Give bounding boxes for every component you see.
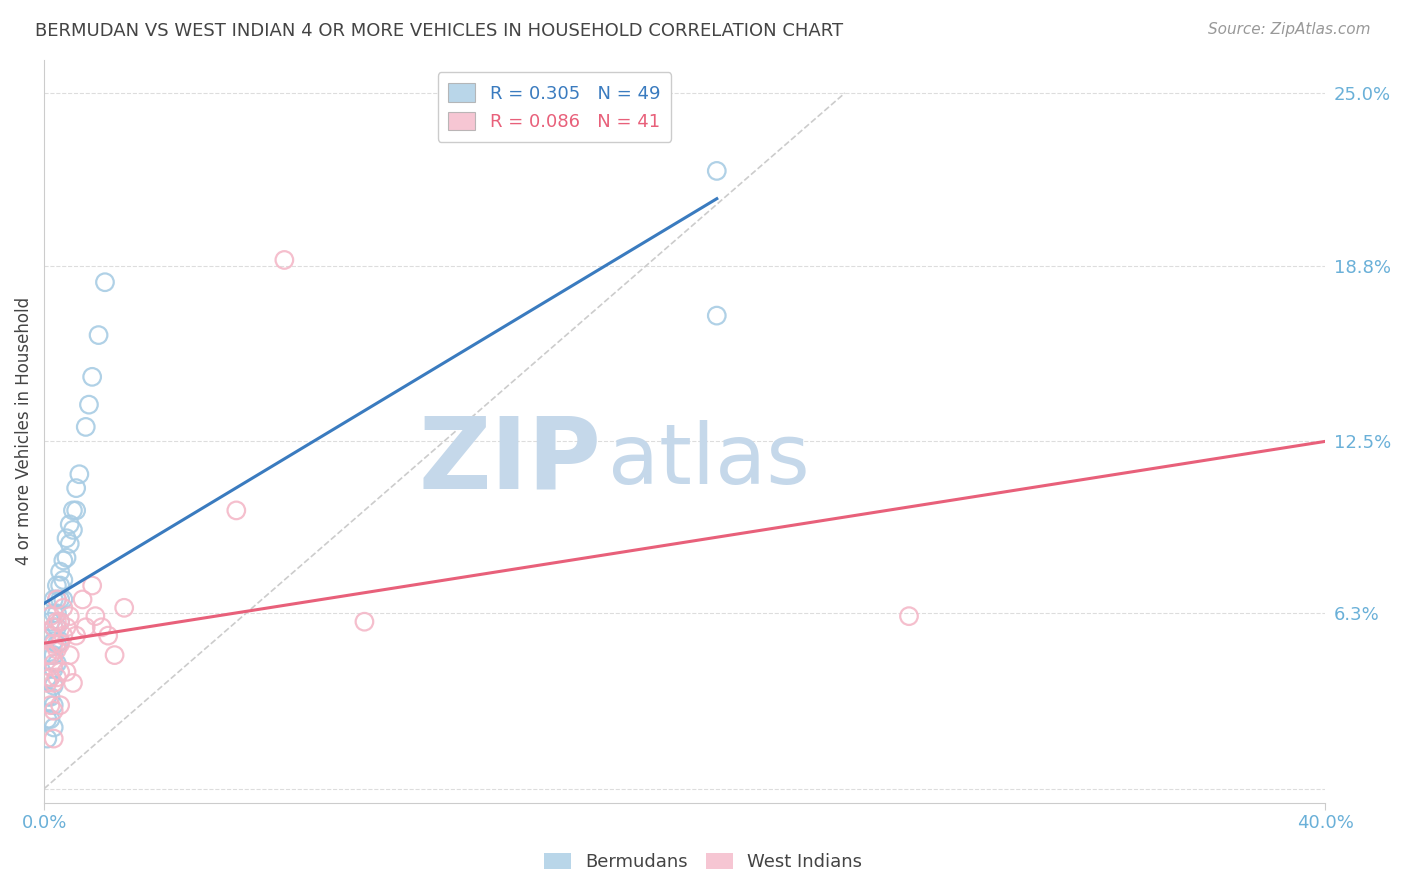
Point (37, 648, 59, 662)
Point (39, 648, 62, 662)
Point (42, 676, 65, 690)
Text: Source: ZipAtlas.com: Source: ZipAtlas.com (1208, 22, 1371, 37)
Point (706, 164, 728, 178)
Point (55, 550, 77, 565)
Point (52, 592, 75, 607)
Point (39, 648, 62, 662)
Text: atlas: atlas (607, 420, 810, 501)
Point (52, 629, 75, 643)
Point (65, 503, 87, 517)
Point (65, 481, 87, 495)
Point (65, 629, 87, 643)
Text: BERMUDAN VS WEST INDIAN 4 OR MORE VEHICLES IN HOUSEHOLD CORRELATION CHART: BERMUDAN VS WEST INDIAN 4 OR MORE VEHICL… (35, 22, 844, 40)
Point (37, 712, 59, 726)
Point (52, 600, 75, 615)
Point (42, 592, 65, 607)
Point (37, 690, 59, 704)
Point (59, 537, 82, 551)
Point (45, 642, 67, 657)
Point (39, 615, 62, 629)
Point (42, 698, 65, 713)
Point (39, 609, 62, 624)
Point (59, 648, 82, 662)
Point (87, 328, 110, 343)
Point (49, 637, 72, 651)
Point (42, 620, 65, 634)
Point (45, 670, 67, 684)
Point (97, 629, 120, 643)
Point (112, 600, 135, 615)
Point (75, 420, 97, 434)
Point (45, 607, 67, 621)
Point (42, 648, 65, 662)
Point (39, 712, 62, 726)
Point (39, 670, 62, 684)
Point (898, 609, 921, 624)
Point (39, 670, 62, 684)
Text: ZIP: ZIP (419, 412, 602, 509)
Point (45, 620, 67, 634)
Point (45, 592, 67, 607)
Point (37, 670, 59, 684)
Point (49, 578, 72, 592)
Point (37, 731, 59, 746)
Point (94, 275, 117, 289)
Point (84, 609, 107, 624)
Point (42, 637, 65, 651)
Point (42, 679, 65, 693)
Point (706, 309, 728, 323)
Point (55, 531, 77, 545)
Point (49, 565, 72, 579)
Point (45, 637, 67, 651)
Point (55, 665, 77, 679)
Point (353, 615, 375, 629)
Point (49, 615, 72, 629)
Point (39, 629, 62, 643)
Y-axis label: 4 or more Vehicles in Household: 4 or more Vehicles in Household (15, 297, 32, 566)
Point (49, 665, 72, 679)
Point (42, 634, 65, 648)
Point (37, 676, 59, 690)
Point (39, 698, 62, 713)
Point (225, 503, 247, 517)
Point (67, 467, 90, 482)
Point (59, 609, 82, 624)
Point (39, 629, 62, 643)
Point (42, 704, 65, 718)
Point (59, 517, 82, 532)
Point (45, 578, 67, 592)
Point (49, 615, 72, 629)
Point (62, 503, 84, 517)
Point (55, 620, 77, 634)
Point (103, 648, 125, 662)
Point (42, 731, 65, 746)
Point (62, 676, 84, 690)
Point (52, 553, 75, 567)
Point (42, 721, 65, 735)
Point (45, 657, 67, 671)
Point (77, 398, 100, 412)
Point (72, 592, 94, 607)
Legend: R = 0.305   N = 49, R = 0.086   N = 41: R = 0.305 N = 49, R = 0.086 N = 41 (437, 72, 671, 142)
Point (75, 620, 97, 634)
Point (62, 523, 84, 537)
Point (273, 252, 295, 267)
Point (49, 592, 72, 607)
Point (49, 634, 72, 648)
Point (39, 690, 62, 704)
Point (42, 657, 65, 671)
Point (90, 620, 112, 634)
Point (45, 615, 67, 629)
Point (52, 573, 75, 587)
Point (45, 592, 67, 607)
Legend: Bermudans, West Indians: Bermudans, West Indians (537, 846, 869, 879)
Point (49, 698, 72, 713)
Point (82, 369, 104, 384)
Point (42, 662, 65, 676)
Point (82, 578, 104, 592)
Point (42, 607, 65, 621)
Point (42, 620, 65, 634)
